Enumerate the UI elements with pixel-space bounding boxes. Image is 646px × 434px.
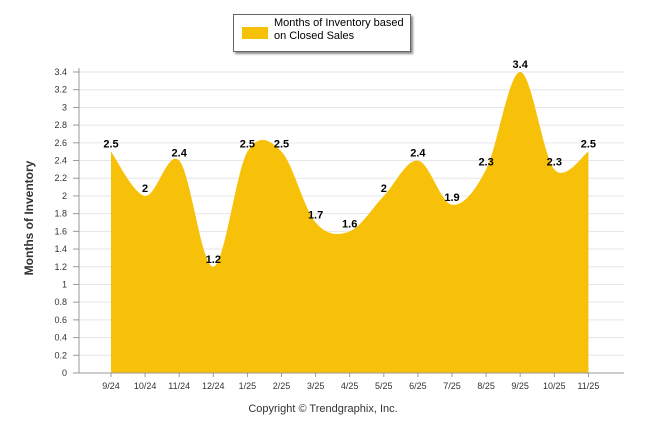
legend-swatch xyxy=(242,27,268,39)
data-label: 2.5 xyxy=(240,139,255,151)
data-label: 1.2 xyxy=(206,254,221,266)
y-tick-label: 0.6 xyxy=(54,315,67,325)
x-tick-label: 11/24 xyxy=(168,381,190,391)
y-tick-label: 2.2 xyxy=(54,173,67,183)
data-label: 2 xyxy=(381,183,387,195)
data-label: 1.7 xyxy=(308,210,323,222)
axes xyxy=(78,68,624,374)
x-tick-label: 6/25 xyxy=(409,381,427,391)
x-tick-label: 7/25 xyxy=(443,381,461,391)
x-tick-labels: 9/24 10/24 11/24 12/24 1/25 2/25 3/25 4/25 5/25 6… xyxy=(102,373,599,391)
y-tick-label: 1.2 xyxy=(54,262,67,272)
y-tick-label: 2.6 xyxy=(54,138,67,148)
y-tick-label: 3.4 xyxy=(54,67,67,77)
x-tick-label: 9/25 xyxy=(511,381,529,391)
x-tick-label: 10/25 xyxy=(543,381,566,391)
y-axis-title: Months of Inventory xyxy=(22,160,36,276)
y-tick-labels: 0 0.2 0.4 0.6 0.8 1 1.2 1.4 1.6 1.8 2 2.2 2.4 2.6 2.8 3… xyxy=(54,67,79,378)
legend[interactable]: Months of Inventory based on Closed Sale… xyxy=(233,14,411,52)
y-tick-label: 2.4 xyxy=(54,156,67,166)
data-label: 2.3 xyxy=(478,156,493,168)
y-tick-label: 1.4 xyxy=(54,244,67,254)
x-tick-label: 3/25 xyxy=(307,381,325,391)
area-series xyxy=(111,72,589,373)
data-label: 2.4 xyxy=(410,148,426,160)
y-tick-label: 0.8 xyxy=(54,297,67,307)
y-tick-label: 2.8 xyxy=(54,120,67,130)
legend-label: Months of Inventory based on Closed Sale… xyxy=(274,17,404,42)
data-label: 1.9 xyxy=(444,192,459,204)
data-label: 2.4 xyxy=(172,148,188,160)
y-tick-label: 2 xyxy=(62,191,67,201)
data-label: 1.6 xyxy=(342,218,357,230)
y-tick-label: 3 xyxy=(62,102,67,112)
data-label: 2.5 xyxy=(581,139,596,151)
y-tick-label: 1.6 xyxy=(54,226,67,236)
y-tick-label: 0.4 xyxy=(54,333,67,343)
data-label: 2.3 xyxy=(547,156,562,168)
y-tick-label: 3.2 xyxy=(54,85,67,95)
x-tick-label: 4/25 xyxy=(341,381,359,391)
data-label: 2.5 xyxy=(103,139,118,151)
data-label: 2 xyxy=(142,183,148,195)
y-tick-label: 0 xyxy=(62,368,67,378)
data-labels: 2.5 2 2.4 1.2 2.5 2.5 1.7 1.6 2 2.4 1.9 2.3 3.4 2.3 2.… xyxy=(103,59,596,266)
x-tick-label: 8/25 xyxy=(477,381,495,391)
copyright-text: Copyright © Trendgraphix, Inc. xyxy=(248,403,398,415)
x-tick-label: 1/25 xyxy=(239,381,257,391)
x-tick-label: 11/25 xyxy=(577,381,599,391)
data-label: 3.4 xyxy=(513,59,529,71)
x-tick-label: 10/24 xyxy=(134,381,157,391)
x-tick-label: 12/24 xyxy=(202,381,225,391)
y-tick-label: 1 xyxy=(62,279,67,289)
x-tick-label: 2/25 xyxy=(273,381,291,391)
y-tick-label: 1.8 xyxy=(54,209,67,219)
area-fill[interactable] xyxy=(111,72,589,373)
x-tick-label: 5/25 xyxy=(375,381,393,391)
x-tick-label: 9/24 xyxy=(102,381,120,391)
data-label: 2.5 xyxy=(274,139,289,151)
y-tick-label: 0.2 xyxy=(54,350,67,360)
